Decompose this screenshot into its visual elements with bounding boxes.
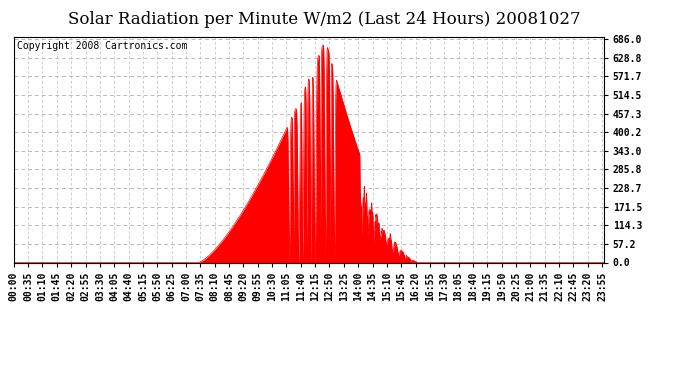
Text: Solar Radiation per Minute W/m2 (Last 24 Hours) 20081027: Solar Radiation per Minute W/m2 (Last 24… xyxy=(68,11,580,28)
Text: Copyright 2008 Cartronics.com: Copyright 2008 Cartronics.com xyxy=(17,41,187,51)
